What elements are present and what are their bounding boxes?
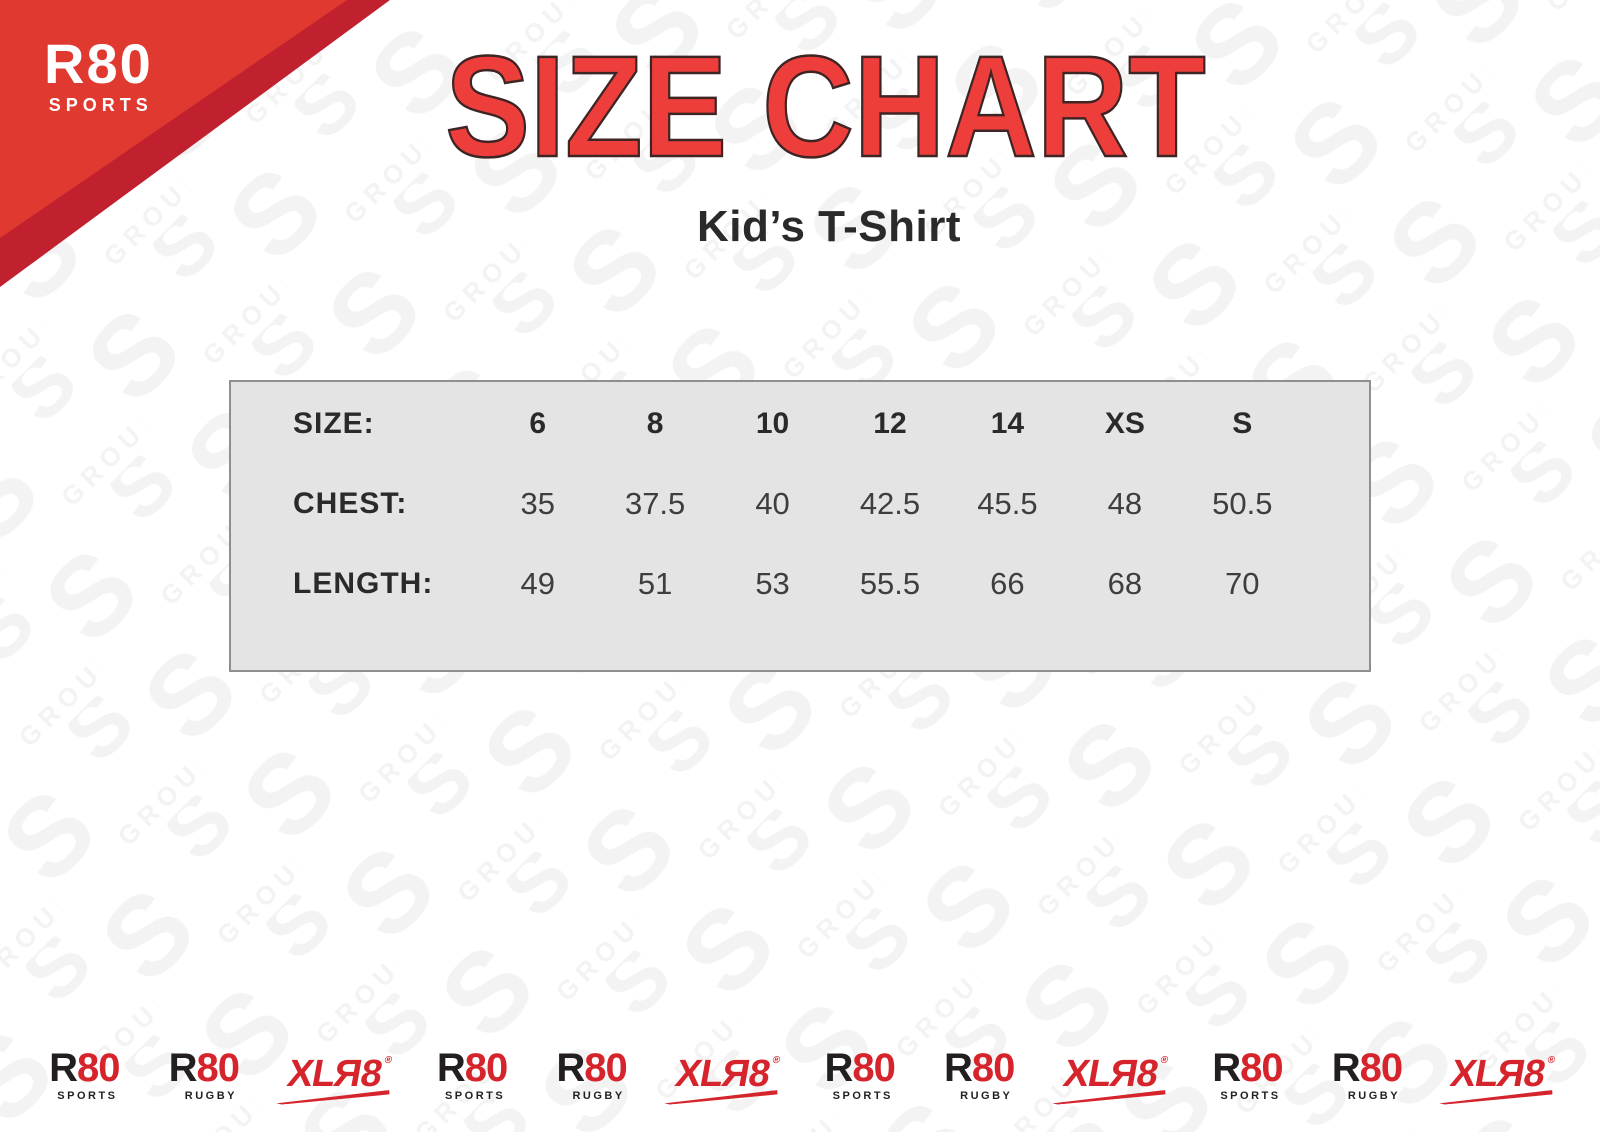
table-row-length: LENGTH: 49 51 53 55.5 66 68 70 (231, 544, 1301, 624)
length-value: 55.5 (859, 566, 921, 601)
xlr8-text: XLR8® (1447, 1053, 1556, 1095)
size-value: 12 (873, 407, 907, 440)
footer-logo-r80-sports-2: R80 SPORTS (436, 1046, 508, 1102)
registered-mark-icon: ® (1546, 1055, 1556, 1066)
r80-letter-r: R (824, 1046, 854, 1090)
footer-logo-xlr8-3: XLR8® (1064, 1053, 1167, 1093)
size-value: 6 (529, 407, 547, 440)
row-label-length: LENGTH: (293, 567, 434, 600)
chest-value: 48 (1107, 486, 1143, 521)
r80-letter-r: R (49, 1046, 78, 1090)
r80-wordmark: R80 (436, 1046, 508, 1090)
r80-number-80: 80 (1240, 1046, 1283, 1090)
footer-logos: R80 SPORTS R80 RUGBY XLR8® R80 SPORTS R80 RUGBY X… (0, 1048, 1600, 1102)
r80-wordmark: R80 (1212, 1046, 1283, 1090)
row-label-chest: CHEST: (293, 487, 408, 520)
xlr8-letters-xl: XL (284, 1053, 339, 1095)
length-value: 70 (1225, 566, 1260, 601)
r80-wordmark: R80 (168, 1046, 240, 1090)
xlr8-text: XLR8® (672, 1053, 780, 1095)
chest-value: 42.5 (859, 486, 921, 521)
r80-number-80: 80 (852, 1046, 895, 1090)
corner-ribbon-bright (0, 0, 347, 238)
footer-logo-r80-sports-1: R80 SPORTS (49, 1046, 120, 1102)
footer-logo-r80-rugby-3: R80 RUGBY (944, 1046, 1015, 1102)
size-value: 8 (646, 407, 664, 440)
chest-value: 35 (520, 486, 555, 521)
r80-wordmark: R80 (944, 1046, 1015, 1090)
r80-sub-label: RUGBY (572, 1090, 625, 1102)
r80-letter-r: R (1212, 1046, 1241, 1090)
r80-sub-label: RUGBY (960, 1090, 1013, 1102)
r80-sub-label: RUGBY (184, 1090, 238, 1102)
xlr8-wordmark: XLR8® (1064, 1053, 1167, 1093)
r80-wordmark: R80 (556, 1046, 627, 1090)
r80-number-80: 80 (1359, 1046, 1403, 1090)
size-value: 14 (990, 407, 1025, 440)
registered-mark-icon: ® (383, 1055, 393, 1066)
chest-value: 40 (755, 486, 790, 521)
r80-wordmark: R80 (1331, 1046, 1403, 1090)
r80-wordmark: R80 (824, 1046, 896, 1090)
table-row-chest: CHEST: 35 37.5 40 42.5 45.5 48 50.5 (231, 464, 1301, 544)
xlr8-letters-xl: XL (1059, 1053, 1114, 1095)
r80-sub-label: SPORTS (57, 1090, 118, 1102)
r80-letter-r: R (556, 1046, 585, 1090)
footer-logo-r80-rugby-1: R80 RUGBY (168, 1046, 240, 1102)
registered-mark-icon: ® (1159, 1055, 1168, 1066)
row-label-size: SIZE: (293, 407, 375, 440)
brand-logo: R80 SPORTS (44, 36, 153, 116)
length-value: 66 (990, 566, 1025, 601)
r80-number-80: 80 (584, 1046, 627, 1090)
corner-ribbon (0, 0, 390, 287)
xlr8-text: XLR8® (284, 1053, 393, 1095)
r80-sub-label: SPORTS (1220, 1090, 1281, 1102)
xlr8-wordmark: XLR8® (676, 1053, 780, 1093)
r80-sub-label: RUGBY (1347, 1090, 1401, 1102)
xlr8-wordmark: XLR8® (284, 1053, 393, 1095)
r80-number-80: 80 (77, 1046, 120, 1090)
length-value: 51 (637, 566, 673, 601)
footer-logo-xlr8-4: XLR8® (1447, 1053, 1556, 1095)
table-row-size: SIZE: 6 8 10 12 14 XS S (231, 384, 1301, 464)
r80-letter-r: R (1331, 1046, 1361, 1090)
footer-logo-xlr8-1: XLR8® (284, 1053, 393, 1095)
footer-logo-r80-rugby-2: R80 RUGBY (556, 1046, 627, 1102)
xlr8-letters-xl: XL (672, 1053, 727, 1095)
size-value: XS (1104, 407, 1145, 440)
size-value: S (1232, 407, 1253, 440)
header: SIZE CHART (0, 0, 1600, 181)
footer-logo-r80-sports-4: R80 SPORTS (1212, 1046, 1283, 1102)
xlr8-text: XLR8® (1059, 1053, 1168, 1095)
r80-letter-r: R (436, 1046, 466, 1090)
page-subtitle: Kid’s T-Shirt (697, 202, 961, 251)
chest-value: 37.5 (624, 486, 686, 521)
registered-mark-icon: ® (771, 1055, 780, 1066)
size-table: SIZE: 6 8 10 12 14 XS S CHEST: 35 37.5 4… (229, 380, 1371, 672)
page-title: SIZE CHART (444, 26, 1207, 187)
r80-number-80: 80 (464, 1046, 508, 1090)
brand-logo-sub-label: SPORTS (48, 95, 153, 115)
length-value: 53 (755, 566, 790, 601)
chest-value: 45.5 (977, 486, 1038, 521)
r80-sub-label: SPORTS (832, 1090, 893, 1102)
brand-logo-wordmark: R80 (44, 32, 153, 95)
r80-number-80: 80 (971, 1046, 1015, 1090)
footer-logo-r80-rugby-4: R80 RUGBY (1331, 1046, 1403, 1102)
xlr8-wordmark: XLR8® (1447, 1053, 1556, 1095)
chest-value: 50.5 (1212, 486, 1273, 521)
size-value: 10 (755, 407, 790, 440)
length-value: 49 (520, 566, 555, 601)
r80-letter-r: R (168, 1046, 198, 1090)
footer-logo-xlr8-2: XLR8® (676, 1053, 780, 1093)
r80-number-80: 80 (196, 1046, 240, 1090)
r80-sub-label: SPORTS (444, 1090, 506, 1102)
xlr8-letters-xl: XL (1447, 1053, 1502, 1095)
r80-letter-r: R (944, 1046, 973, 1090)
r80-wordmark: R80 (49, 1046, 120, 1090)
footer-logo-r80-sports-3: R80 SPORTS (824, 1046, 896, 1102)
length-value: 68 (1107, 566, 1143, 601)
